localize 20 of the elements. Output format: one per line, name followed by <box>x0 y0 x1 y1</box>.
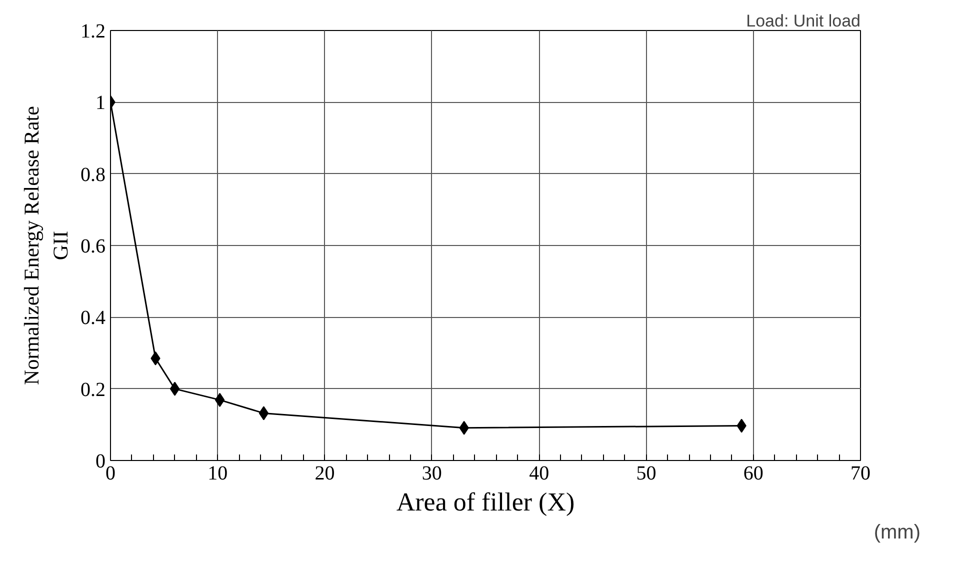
text: Load: Unit load <box>746 12 861 30</box>
y-tick-label: 0.2 <box>80 378 106 401</box>
x-tick-label: 60 <box>743 462 764 484</box>
y-tick-label: 1.2 <box>80 20 106 42</box>
point <box>258 406 269 420</box>
x-tick-label: 20 <box>314 462 335 484</box>
x-tick-label: 70 <box>850 462 870 484</box>
text: (mm) <box>874 522 920 544</box>
y-tick-label: 0.6 <box>80 236 106 258</box>
x-tick-label: 50 <box>636 462 656 484</box>
y-axis-title: Normalized Energy Release Rate GII <box>20 106 72 385</box>
point <box>214 392 225 407</box>
y-tick-label: 1 <box>96 92 106 114</box>
x-tick-label: 10 <box>208 462 228 484</box>
x-tick-label: 40 <box>529 462 550 484</box>
y-tick-label: 0.4 <box>80 307 106 330</box>
point <box>170 382 180 396</box>
x-axis-title: Area of filler (X) <box>396 488 575 516</box>
y-tick-label: 0.8 <box>80 164 106 186</box>
x-tick-label: 30 <box>422 462 442 484</box>
